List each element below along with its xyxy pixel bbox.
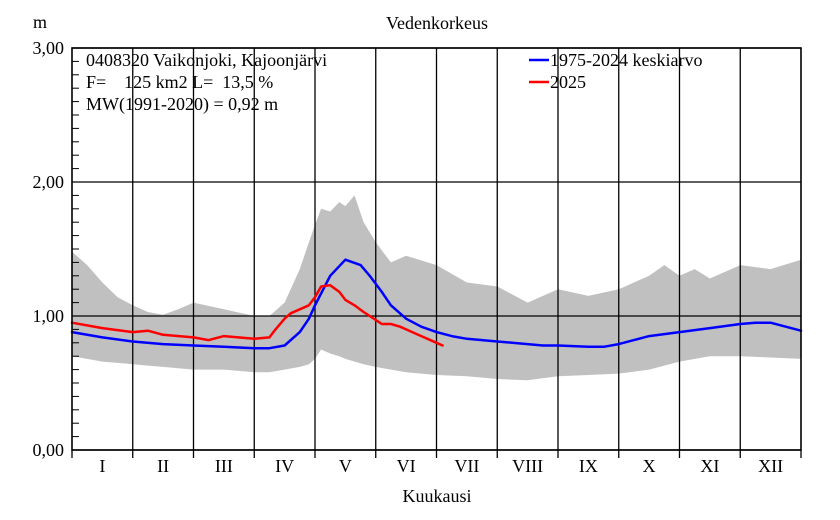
x-month-label: II — [157, 456, 169, 476]
series-line-2025 — [70, 283, 444, 347]
x-month-label: VI — [397, 456, 416, 476]
y-tick-label: 1,00 — [33, 306, 65, 326]
x-month-label: IV — [275, 456, 294, 476]
legend: 1975-2024 keskiarvo 2025 — [529, 50, 702, 92]
x-month-label: XII — [758, 456, 783, 476]
legend-label-2025: 2025 — [550, 72, 586, 92]
plot-frame — [71, 47, 802, 451]
info-area-lake-percent: F= 125 km2 L= 13,5 % — [86, 72, 273, 92]
y-tick-label: 3,00 — [33, 38, 65, 58]
x-month-label: X — [643, 456, 656, 476]
y-axis-label: m — [33, 12, 47, 32]
y-tick-label: 0,00 — [33, 440, 65, 460]
y-tick-label: 2,00 — [33, 172, 65, 192]
x-month-label: IX — [579, 456, 598, 476]
x-month-label: XI — [700, 456, 719, 476]
x-month-label: VII — [454, 456, 479, 476]
x-month-label: V — [339, 456, 352, 476]
info-mean-water-level: MW(1991-2020) = 0,92 m — [86, 94, 278, 115]
info-station: 0408320 Vaikonjoki, Kajoonjärvi — [86, 50, 327, 70]
x-month-label: III — [215, 456, 233, 476]
x-month-label: VIII — [512, 456, 543, 476]
x-month-label: I — [99, 456, 105, 476]
x-axis-label: Kuukausi — [403, 486, 472, 506]
legend-label-mean: 1975-2024 keskiarvo — [550, 50, 702, 70]
series-line-1975-2024-keskiarvo — [70, 258, 803, 350]
chart-title: Vedenkorkeus — [386, 13, 488, 33]
